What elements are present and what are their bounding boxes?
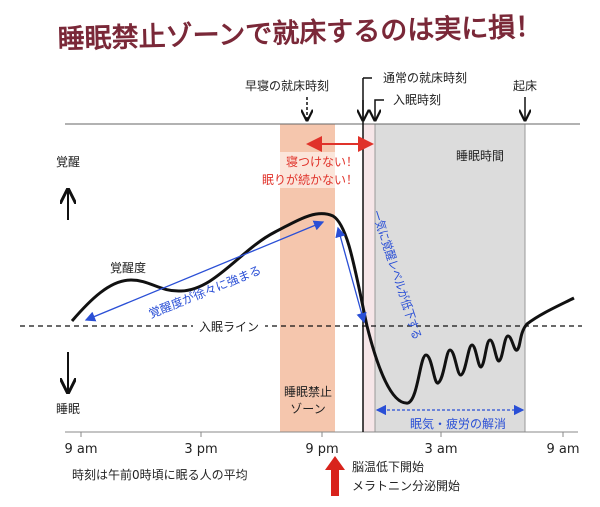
footnote: 時刻は午前0時頃に眠る人の平均 bbox=[72, 467, 248, 482]
normal-bedtime-label: 通常の就床時刻 bbox=[383, 71, 467, 85]
onset-bracket bbox=[375, 99, 384, 120]
sleep-time-label: 睡眠時間 bbox=[456, 149, 504, 163]
sleep-onset-label: 入眠時刻 bbox=[393, 93, 441, 107]
recovery-label: 眠気・疲労の解消 bbox=[410, 416, 506, 431]
onset-gap bbox=[363, 124, 375, 432]
curve-label: 覚醒度 bbox=[110, 260, 146, 275]
x-ticks bbox=[80, 432, 564, 437]
x-tick-label: 3 pm bbox=[184, 442, 217, 457]
warning-line1: 寝つけない！ bbox=[286, 154, 358, 169]
wake-label: 起床 bbox=[513, 79, 537, 93]
event-line1: 脳温低下開始 bbox=[352, 460, 424, 474]
sleep-line-label: 入眠ライン bbox=[199, 320, 259, 334]
x-tick-label: 9 am bbox=[64, 442, 97, 457]
sleep-time-area bbox=[374, 123, 526, 433]
zone-label-line2: ゾーン bbox=[290, 402, 325, 416]
zone-label-line1: 睡眠禁止 bbox=[284, 385, 332, 399]
x-tick-label: 9 am bbox=[546, 442, 579, 457]
red-up-arrow-icon bbox=[325, 456, 345, 496]
sleep-label: 睡眠 bbox=[56, 402, 80, 416]
rise-arrow bbox=[84, 220, 325, 322]
drop-arrow bbox=[335, 226, 367, 324]
event-line2: メラトニン分泌開始 bbox=[352, 479, 460, 493]
awake-label: 覚醒 bbox=[56, 155, 80, 169]
early-bedtime-label: 早寝の就床時刻 bbox=[245, 78, 329, 93]
page-title: 睡眠禁止ゾーンで就床するのは実に損！ bbox=[57, 11, 542, 56]
x-tick-label: 9 pm bbox=[305, 442, 338, 457]
warning-line2: 眠りが続かない！ bbox=[262, 172, 358, 187]
x-tick-label: 3 am bbox=[424, 442, 457, 457]
